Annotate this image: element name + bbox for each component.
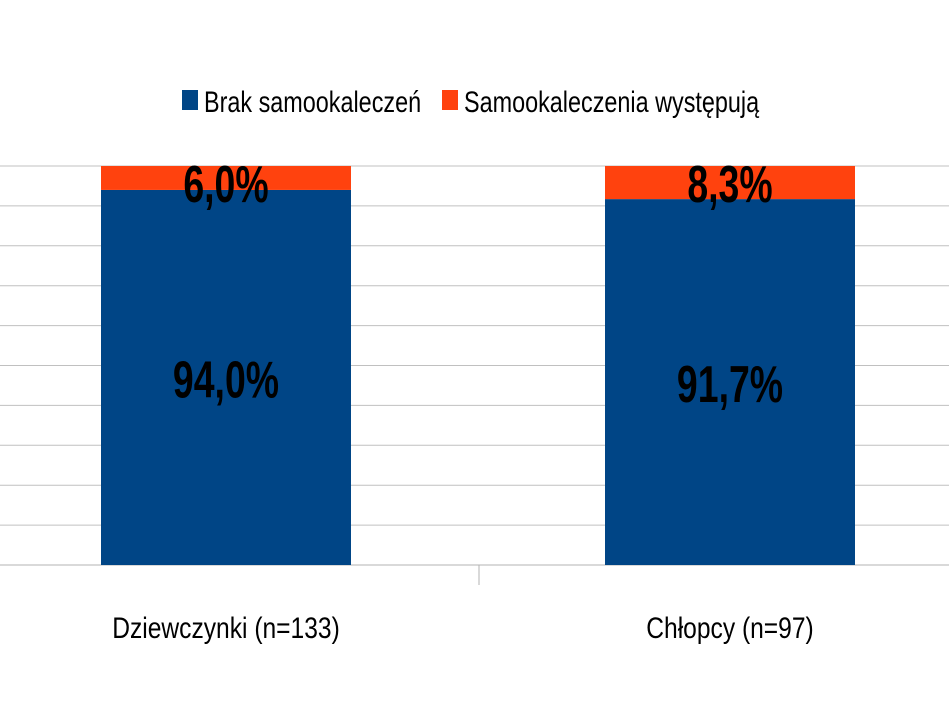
x-tick-label: Dziewczynki (n=133) <box>112 611 340 645</box>
bars <box>101 166 855 565</box>
legend-swatch <box>442 90 458 110</box>
legend-swatch <box>182 90 198 110</box>
bar-segment <box>605 199 855 565</box>
data-label: 6,0% <box>183 155 268 214</box>
bar-segment <box>605 166 855 200</box>
data-label: 91,7% <box>677 355 783 414</box>
legend-label: Samookaleczenia występują <box>464 85 759 118</box>
data-label: 94,0% <box>173 350 279 409</box>
data-label: 8,3% <box>687 155 772 214</box>
x-axis: Dziewczynki (n=133) Chłopcy (n=97) <box>112 565 814 645</box>
x-tick-label: Chłopcy (n=97) <box>646 611 813 645</box>
legend-label: Brak samookaleczeń <box>204 85 421 118</box>
bar-segment <box>101 166 351 190</box>
data-labels: 94,0% 6,0% 91,7% 8,3% <box>173 155 783 414</box>
legend: Brak samookaleczeń Samookaleczenia występ… <box>182 85 759 119</box>
bar-segment <box>101 189 351 565</box>
